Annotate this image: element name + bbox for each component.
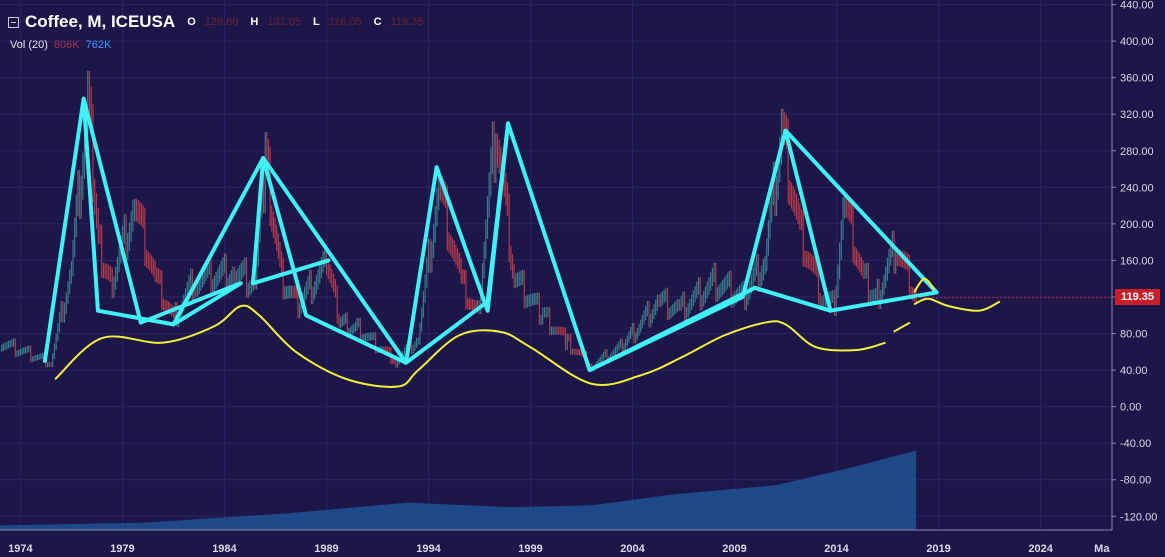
price-tick-label: 0.00 — [1120, 402, 1141, 414]
symbol-title[interactable]: Coffee, M, ICEUSA — [25, 12, 176, 31]
time-tick-label: 2014 — [824, 543, 849, 555]
cycle-curve-segment — [893, 321, 911, 333]
time-tick-label: 1999 — [518, 543, 542, 555]
price-axis-bg — [1112, 0, 1165, 557]
time-tick-label: 2024 — [1028, 543, 1053, 555]
price-tick-label: 360.00 — [1120, 73, 1154, 85]
price-tick-label: 40.00 — [1120, 365, 1148, 377]
cycle-curve-segment — [913, 277, 936, 294]
time-tick-label: 1979 — [110, 543, 134, 555]
close-label: C — [373, 16, 382, 28]
low-value: 116.05 — [328, 16, 362, 28]
volume-legend[interactable]: Vol (20) 806K 762K — [10, 39, 111, 51]
price-tick-label: 280.00 — [1120, 146, 1154, 158]
volume-label: Vol (20) — [10, 39, 48, 51]
chart-header: Coffee, M, ICEUSA O 129.80 H 131.05 L 11… — [8, 12, 423, 32]
low-label: L — [313, 16, 320, 28]
pattern-line — [261, 121, 511, 365]
price-tick-label: 240.00 — [1120, 182, 1154, 194]
price-tick-label: 160.00 — [1120, 255, 1154, 267]
price-tick-label: 80.00 — [1120, 329, 1148, 341]
time-tick-label: 2019 — [926, 543, 950, 555]
time-tick-label: 2004 — [620, 543, 645, 555]
price-tick-label: 440.00 — [1120, 0, 1154, 12]
close-value: 119.35 — [390, 16, 424, 28]
volume-value-1: 806K — [53, 39, 80, 51]
price-tick-label: 400.00 — [1120, 36, 1154, 48]
cycle-curve-segment — [913, 297, 1001, 312]
time-tick-label: 1989 — [314, 543, 338, 555]
price-tick-label: -120.00 — [1120, 511, 1157, 523]
time-tick-label: 2009 — [722, 543, 746, 555]
price-tick-label: 200.00 — [1120, 219, 1154, 231]
time-tick-label: 1984 — [212, 543, 237, 555]
time-tick-label: 1994 — [416, 543, 441, 555]
time-tick-label: Ma — [1094, 543, 1110, 555]
high-label: H — [250, 16, 259, 28]
time-tick-label: 1974 — [8, 543, 33, 555]
pattern-line — [171, 156, 331, 327]
volume-value-2: 762K — [85, 39, 112, 51]
price-tick-label: -40.00 — [1120, 438, 1151, 450]
volume-area — [0, 450, 917, 530]
high-value: 131.05 — [267, 16, 302, 28]
price-tick-label: -80.00 — [1120, 475, 1151, 487]
open-label: O — [187, 16, 196, 28]
collapse-toggle-icon[interactable] — [8, 16, 19, 28]
last-price-tag: 119.35 — [1115, 289, 1160, 305]
pattern-line — [783, 128, 833, 313]
cycle-curve — [54, 304, 886, 388]
open-value: 129.80 — [204, 16, 239, 28]
price-tick-label: 320.00 — [1120, 109, 1154, 121]
